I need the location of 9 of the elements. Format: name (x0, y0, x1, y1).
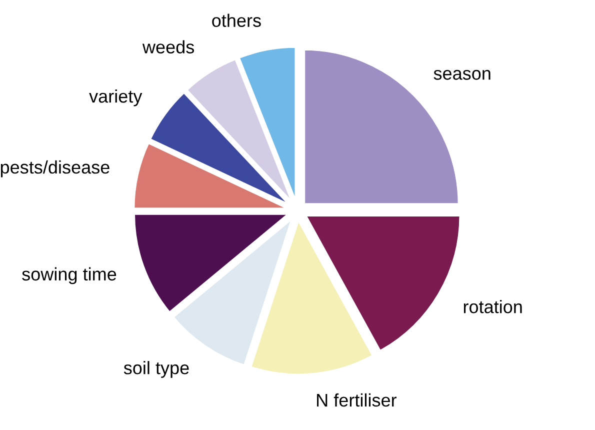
slice-label: season (434, 70, 490, 80)
slice-label: weeds (142, 40, 194, 54)
slice-label: rotation (464, 300, 522, 314)
slice-label: others (212, 14, 261, 27)
slice-label: variety (89, 89, 142, 106)
slice-label: sowing time (22, 267, 116, 284)
slice-label: pests/disease (0, 160, 110, 178)
slice-label: soil type (124, 361, 189, 378)
slice-label: N fertiliser (317, 393, 397, 407)
